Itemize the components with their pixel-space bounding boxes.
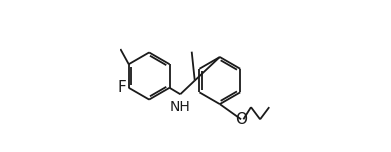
Text: F: F: [118, 80, 126, 95]
Text: NH: NH: [170, 100, 191, 114]
Text: O: O: [235, 112, 247, 127]
